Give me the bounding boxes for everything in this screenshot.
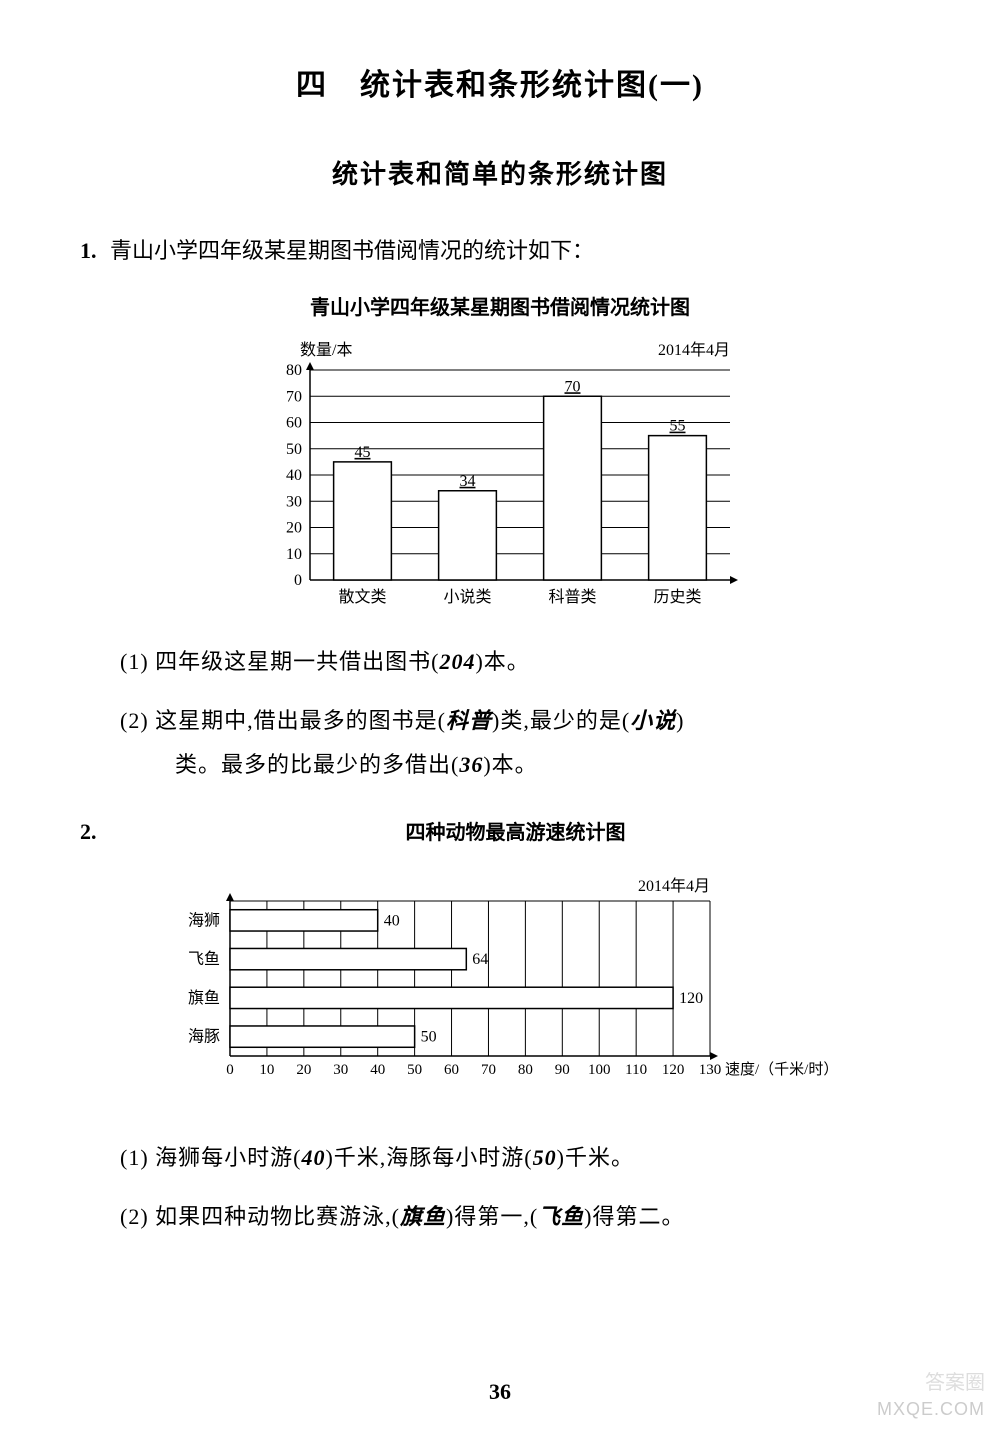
svg-text:34: 34 (460, 472, 476, 489)
svg-text:90: 90 (555, 1062, 570, 1078)
svg-text:0: 0 (294, 572, 302, 589)
svg-text:45: 45 (355, 443, 371, 460)
question-2: 2. 四种动物最高游速统计图 (80, 812, 920, 852)
svg-text:40: 40 (286, 467, 302, 484)
q1-sub2-ans1: 科普 (446, 708, 492, 733)
svg-text:10: 10 (259, 1062, 274, 1078)
svg-text:2014年4月: 2014年4月 (638, 877, 710, 895)
svg-text:60: 60 (444, 1062, 459, 1078)
q1-number: 1. (80, 231, 110, 271)
section-title: 统计表和简单的条形统计图 (80, 154, 920, 191)
page-number: 36 (489, 1379, 511, 1405)
svg-text:80: 80 (286, 362, 302, 379)
q1-sub2-ans2: 小说 (630, 708, 676, 733)
svg-text:10: 10 (286, 545, 302, 562)
chapter-title: 四 统计表和条形统计图(一) (80, 60, 920, 104)
q1-sub2-line1: (2) 这星期中,借出最多的图书是(科普)类,最少的是(小说) (120, 699, 920, 743)
svg-text:130: 130 (699, 1062, 722, 1078)
q1-sub1-answer: 204 (439, 649, 475, 674)
q2-sub1-ans2: 50 (533, 1145, 557, 1170)
svg-text:科普类: 科普类 (548, 588, 596, 606)
svg-text:0: 0 (226, 1062, 234, 1078)
q1-sub2-line2: 类。最多的比最少的多借出(36)本。 (175, 743, 920, 787)
svg-text:64: 64 (472, 951, 488, 968)
svg-text:旗鱼: 旗鱼 (188, 989, 220, 1007)
svg-text:速度/（千米/时）: 速度/（千米/时） (725, 1061, 838, 1078)
q2-chart-title: 四种动物最高游速统计图 (116, 815, 916, 851)
svg-text:小说类: 小说类 (443, 588, 491, 606)
svg-text:50: 50 (286, 440, 302, 457)
q2-number: 2. (80, 812, 110, 852)
svg-text:历史类: 历史类 (653, 588, 701, 606)
svg-text:海豚: 海豚 (188, 1028, 220, 1046)
svg-text:30: 30 (333, 1062, 348, 1078)
svg-text:70: 70 (286, 388, 302, 405)
q2-sub2: (2) 如果四种动物比赛游泳,(旗鱼)得第一,(飞鱼)得第二。 (120, 1195, 920, 1239)
svg-text:飞鱼: 飞鱼 (188, 950, 220, 968)
q1-chart: 数量/本 2014年4月 0 10 20 30 40 50 60 70 80 45 散文类 34 小说类 70… (240, 330, 760, 625)
q1-text: 青山小学四年级某星期图书借阅情况的统计如下： (110, 238, 594, 263)
q2-sub1: (1) 海狮每小时游(40)千米,海豚每小时游(50)千米。 (120, 1136, 920, 1180)
svg-text:20: 20 (296, 1062, 311, 1078)
svg-text:100: 100 (588, 1062, 611, 1078)
q2-chart-svg: 2014年4月 0 10 20 30 40 50 60 70 80 90 100 110 120 130速度… (150, 871, 850, 1101)
svg-text:70: 70 (481, 1062, 496, 1078)
watermark: MXQE.COM (877, 1399, 985, 1420)
q1-chart-title: 青山小学四年级某星期图书借阅情况统计图 (80, 291, 920, 320)
svg-text:30: 30 (286, 493, 302, 510)
svg-text:海狮: 海狮 (188, 912, 220, 930)
q2-sub2-ans2: 飞鱼 (538, 1204, 584, 1229)
question-1: 1.青山小学四年级某星期图书借阅情况的统计如下： (80, 231, 920, 271)
watermark-cn: 答案圈 (925, 1366, 985, 1395)
svg-text:50: 50 (421, 1029, 437, 1046)
q2-chart: 2014年4月 0 10 20 30 40 50 60 70 80 90 100 110 120 130速度… (150, 871, 850, 1106)
svg-text:110: 110 (625, 1062, 647, 1078)
svg-text:20: 20 (286, 519, 302, 536)
svg-text:散文类: 散文类 (338, 588, 386, 606)
svg-text:数量/本: 数量/本 (300, 341, 352, 359)
svg-text:2014年4月: 2014年4月 (658, 341, 730, 359)
q2-sub1-ans1: 40 (301, 1145, 325, 1170)
svg-text:120: 120 (679, 990, 703, 1007)
q1-sub1: (1) 四年级这星期一共借出图书(204)本。 (120, 640, 920, 684)
svg-text:40: 40 (370, 1062, 385, 1078)
svg-text:55: 55 (670, 417, 686, 434)
svg-text:70: 70 (565, 378, 581, 395)
svg-text:80: 80 (518, 1062, 533, 1078)
q1-chart-svg: 数量/本 2014年4月 0 10 20 30 40 50 60 70 80 45 散文类 34 小说类 70… (240, 330, 760, 620)
svg-text:60: 60 (286, 414, 302, 431)
q1-sub2-ans3: 36 (459, 752, 483, 777)
svg-text:40: 40 (384, 913, 400, 930)
q2-sub2-ans1: 旗鱼 (400, 1204, 446, 1229)
svg-text:50: 50 (407, 1062, 422, 1078)
svg-text:120: 120 (662, 1062, 685, 1078)
